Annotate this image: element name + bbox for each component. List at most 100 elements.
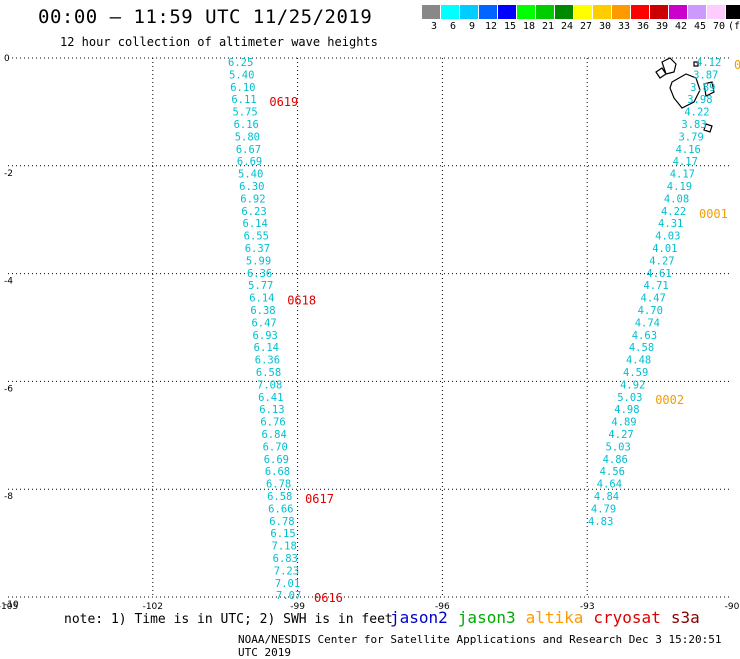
east-track-swh-value: 4.79 [591, 503, 616, 515]
east-track-swh-value: 4.64 [597, 479, 622, 491]
color-swatch [498, 5, 517, 19]
west-track-swh-value: 6.55 [244, 231, 269, 243]
east-track-swh-value: 5.03 [617, 392, 642, 404]
y-tick-label: -8 [4, 492, 13, 502]
west-track-swh-value: 6.14 [243, 218, 268, 230]
west-track-swh-value: 6.15 [270, 528, 295, 540]
note-text: note: 1) Time is in UTC; 2) SWH is in fe… [64, 612, 393, 627]
color-swatch [460, 5, 479, 19]
east-track-swh-value: 4.08 [664, 193, 689, 205]
footer-credit: NOAA/NESDIS Center for Satellite Applica… [238, 633, 722, 659]
west-track-swh-value: 6.66 [268, 503, 293, 515]
color-legend-label: 3 [430, 21, 438, 32]
color-swatch [669, 5, 688, 19]
east-track-swh-value: 4.12 [696, 57, 721, 69]
x-tick-label: -105 [0, 602, 18, 612]
east-track-swh-value: 4.17 [673, 156, 698, 168]
west-track-time-label: 0619 [269, 95, 298, 109]
west-track-time-label: 0617 [305, 492, 334, 506]
west-track-swh-value: 6.69 [237, 156, 262, 168]
satellite-jason3: jason3 [457, 608, 516, 627]
y-tick-label: 0 [4, 54, 10, 64]
color-legend-label: 18 [522, 21, 536, 32]
y-tick-label: -4 [4, 277, 13, 287]
color-swatch [593, 5, 612, 19]
island-outline [655, 57, 715, 133]
y-tick-label: -2 [4, 169, 13, 179]
west-track-swh-value: 6.68 [265, 466, 290, 478]
west-track-swh-value: 6.16 [234, 119, 259, 131]
west-track-swh-value: 6.58 [256, 367, 281, 379]
west-track-swh-value: 6.37 [245, 243, 270, 255]
east-track-swh-value: 4.61 [646, 268, 671, 280]
west-track-swh-value: 6.76 [260, 417, 285, 429]
east-track-swh-value: 4.84 [594, 491, 619, 503]
color-swatch [612, 5, 631, 19]
west-track-swh-value: 6.36 [247, 268, 272, 280]
east-track-swh-value: 4.27 [608, 429, 633, 441]
east-track-swh-value: 4.92 [620, 379, 645, 391]
east-track-swh-value: 4.31 [658, 218, 683, 230]
east-track-swh-value: 4.71 [643, 280, 668, 292]
east-track-swh-value: 4.01 [652, 243, 677, 255]
x-tick-label: -93 [580, 602, 595, 612]
west-track-swh-value: 6.67 [236, 144, 261, 156]
east-track-swh-value: 3.79 [678, 131, 703, 143]
satellite-legend: jason2 jason3 altika cryosat s3a [390, 608, 710, 627]
east-track-swh-value: 4.89 [611, 417, 636, 429]
west-track-swh-value: 6.93 [253, 330, 278, 342]
color-swatch [688, 5, 707, 19]
color-legend-label: 45 [693, 21, 707, 32]
color-legend-label: 21 [541, 21, 555, 32]
color-swatch [574, 5, 593, 19]
east-track-swh-value: 3.87 [693, 69, 718, 81]
color-legend-label: 42 [674, 21, 688, 32]
x-tick-label: -96 [435, 602, 450, 612]
east-track-swh-value: 4.74 [635, 317, 660, 329]
west-track-swh-value: 7.07 [276, 590, 301, 602]
west-track-swh-value: 5.99 [246, 255, 271, 267]
color-legend-label: 9 [468, 21, 476, 32]
west-track-swh-value: 6.58 [267, 491, 292, 503]
east-track-swh-value: 4.63 [632, 330, 657, 342]
west-track-swh-value: 6.10 [230, 82, 255, 94]
east-track-swh-value: 4.58 [629, 342, 654, 354]
west-track-swh-value: 6.30 [239, 181, 264, 193]
west-track-swh-value: 7.18 [272, 541, 297, 553]
east-track-swh-value: 4.70 [638, 305, 663, 317]
west-track-swh-value: 6.84 [261, 429, 286, 441]
west-track-swh-value: 6.38 [250, 305, 275, 317]
east-track-swh-value: 4.47 [641, 293, 666, 305]
east-track-time-label: 0002 [655, 393, 684, 407]
satellite-cryosat: cryosat [593, 608, 661, 627]
west-track-swh-value: 6.92 [240, 193, 265, 205]
west-track-swh-value: 6.47 [251, 317, 276, 329]
east-track-swh-value: 4.48 [626, 355, 651, 367]
west-track-swh-value: 5.80 [235, 131, 260, 143]
east-track-swh-value: 4.16 [676, 144, 701, 156]
east-track-swh-value: 4.19 [667, 181, 692, 193]
color-legend-label: 30 [598, 21, 612, 32]
color-legend [422, 5, 740, 19]
x-tick-label: -99 [290, 602, 305, 612]
west-track-swh-value: 6.13 [259, 404, 284, 416]
color-swatch [479, 5, 498, 19]
east-track-swh-value: 4.22 [684, 107, 709, 119]
satellite-jason2: jason2 [390, 608, 448, 627]
color-swatch [726, 5, 740, 19]
east-track-swh-value: 4.22 [661, 206, 686, 218]
color-legend-label: 12 [484, 21, 498, 32]
color-legend-label: (ft) [728, 21, 740, 32]
west-track-swh-value: 6.11 [231, 94, 256, 106]
color-swatch [441, 5, 460, 19]
west-track-swh-value: 5.77 [248, 280, 273, 292]
satellite-altika: altika [525, 608, 584, 627]
west-track-swh-value: 7.01 [275, 578, 300, 590]
west-track-swh-value: 6.41 [258, 392, 283, 404]
east-track-swh-value: 4.86 [603, 454, 628, 466]
east-track-swh-value: 4.98 [614, 404, 639, 416]
west-track-swh-value: 6.78 [266, 479, 291, 491]
color-swatch [650, 5, 669, 19]
east-track-swh-value: 4.17 [670, 169, 695, 181]
